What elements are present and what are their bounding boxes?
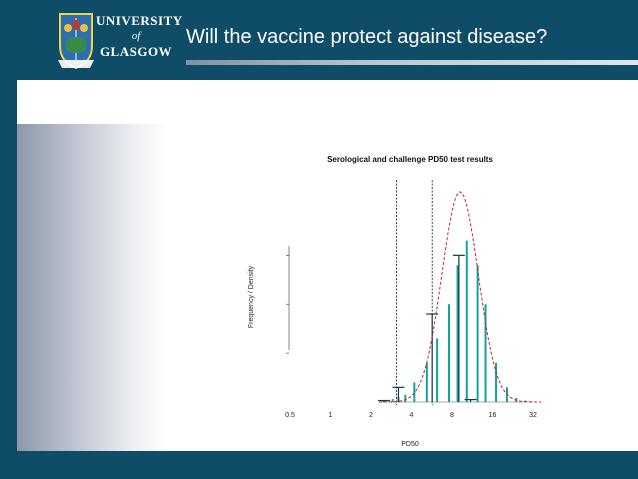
logo-of: of (131, 29, 141, 42)
x-tick-label: 16 (489, 412, 497, 419)
crest-icon (58, 13, 94, 70)
university-logo: UNIVERSITY of GLASGOW (56, 10, 183, 72)
chart-y-label: Frequency / Density (248, 265, 255, 328)
sidebar-gradient (17, 124, 167, 451)
chart-marks: 0.5 1 2 4 8 16 32 (285, 180, 542, 419)
x-tick-label: 1 (329, 412, 333, 419)
content-area (17, 80, 638, 451)
chart-x-label: PD50 (401, 441, 419, 448)
logo-university: UNIVERSITY (96, 13, 183, 28)
footer-band (0, 451, 638, 479)
chart-title: Serological and challenge PD50 test resu… (327, 155, 493, 164)
density-curve (379, 191, 542, 403)
logo-wordmark: UNIVERSITY of GLASGOW (96, 13, 183, 60)
x-tick-label: 32 (529, 412, 537, 419)
title-underline (186, 60, 638, 65)
header-band: UNIVERSITY of GLASGOW Will the vaccine p… (0, 0, 638, 80)
x-tick-label: 0.5 (285, 412, 295, 419)
x-tick-label: 2 (369, 412, 373, 419)
x-tick-label: 8 (450, 412, 454, 419)
logo-glasgow: GLASGOW (99, 44, 173, 60)
slide-title: Will the vaccine protect against disease… (186, 26, 548, 48)
x-tick-label: 4 (410, 412, 414, 419)
